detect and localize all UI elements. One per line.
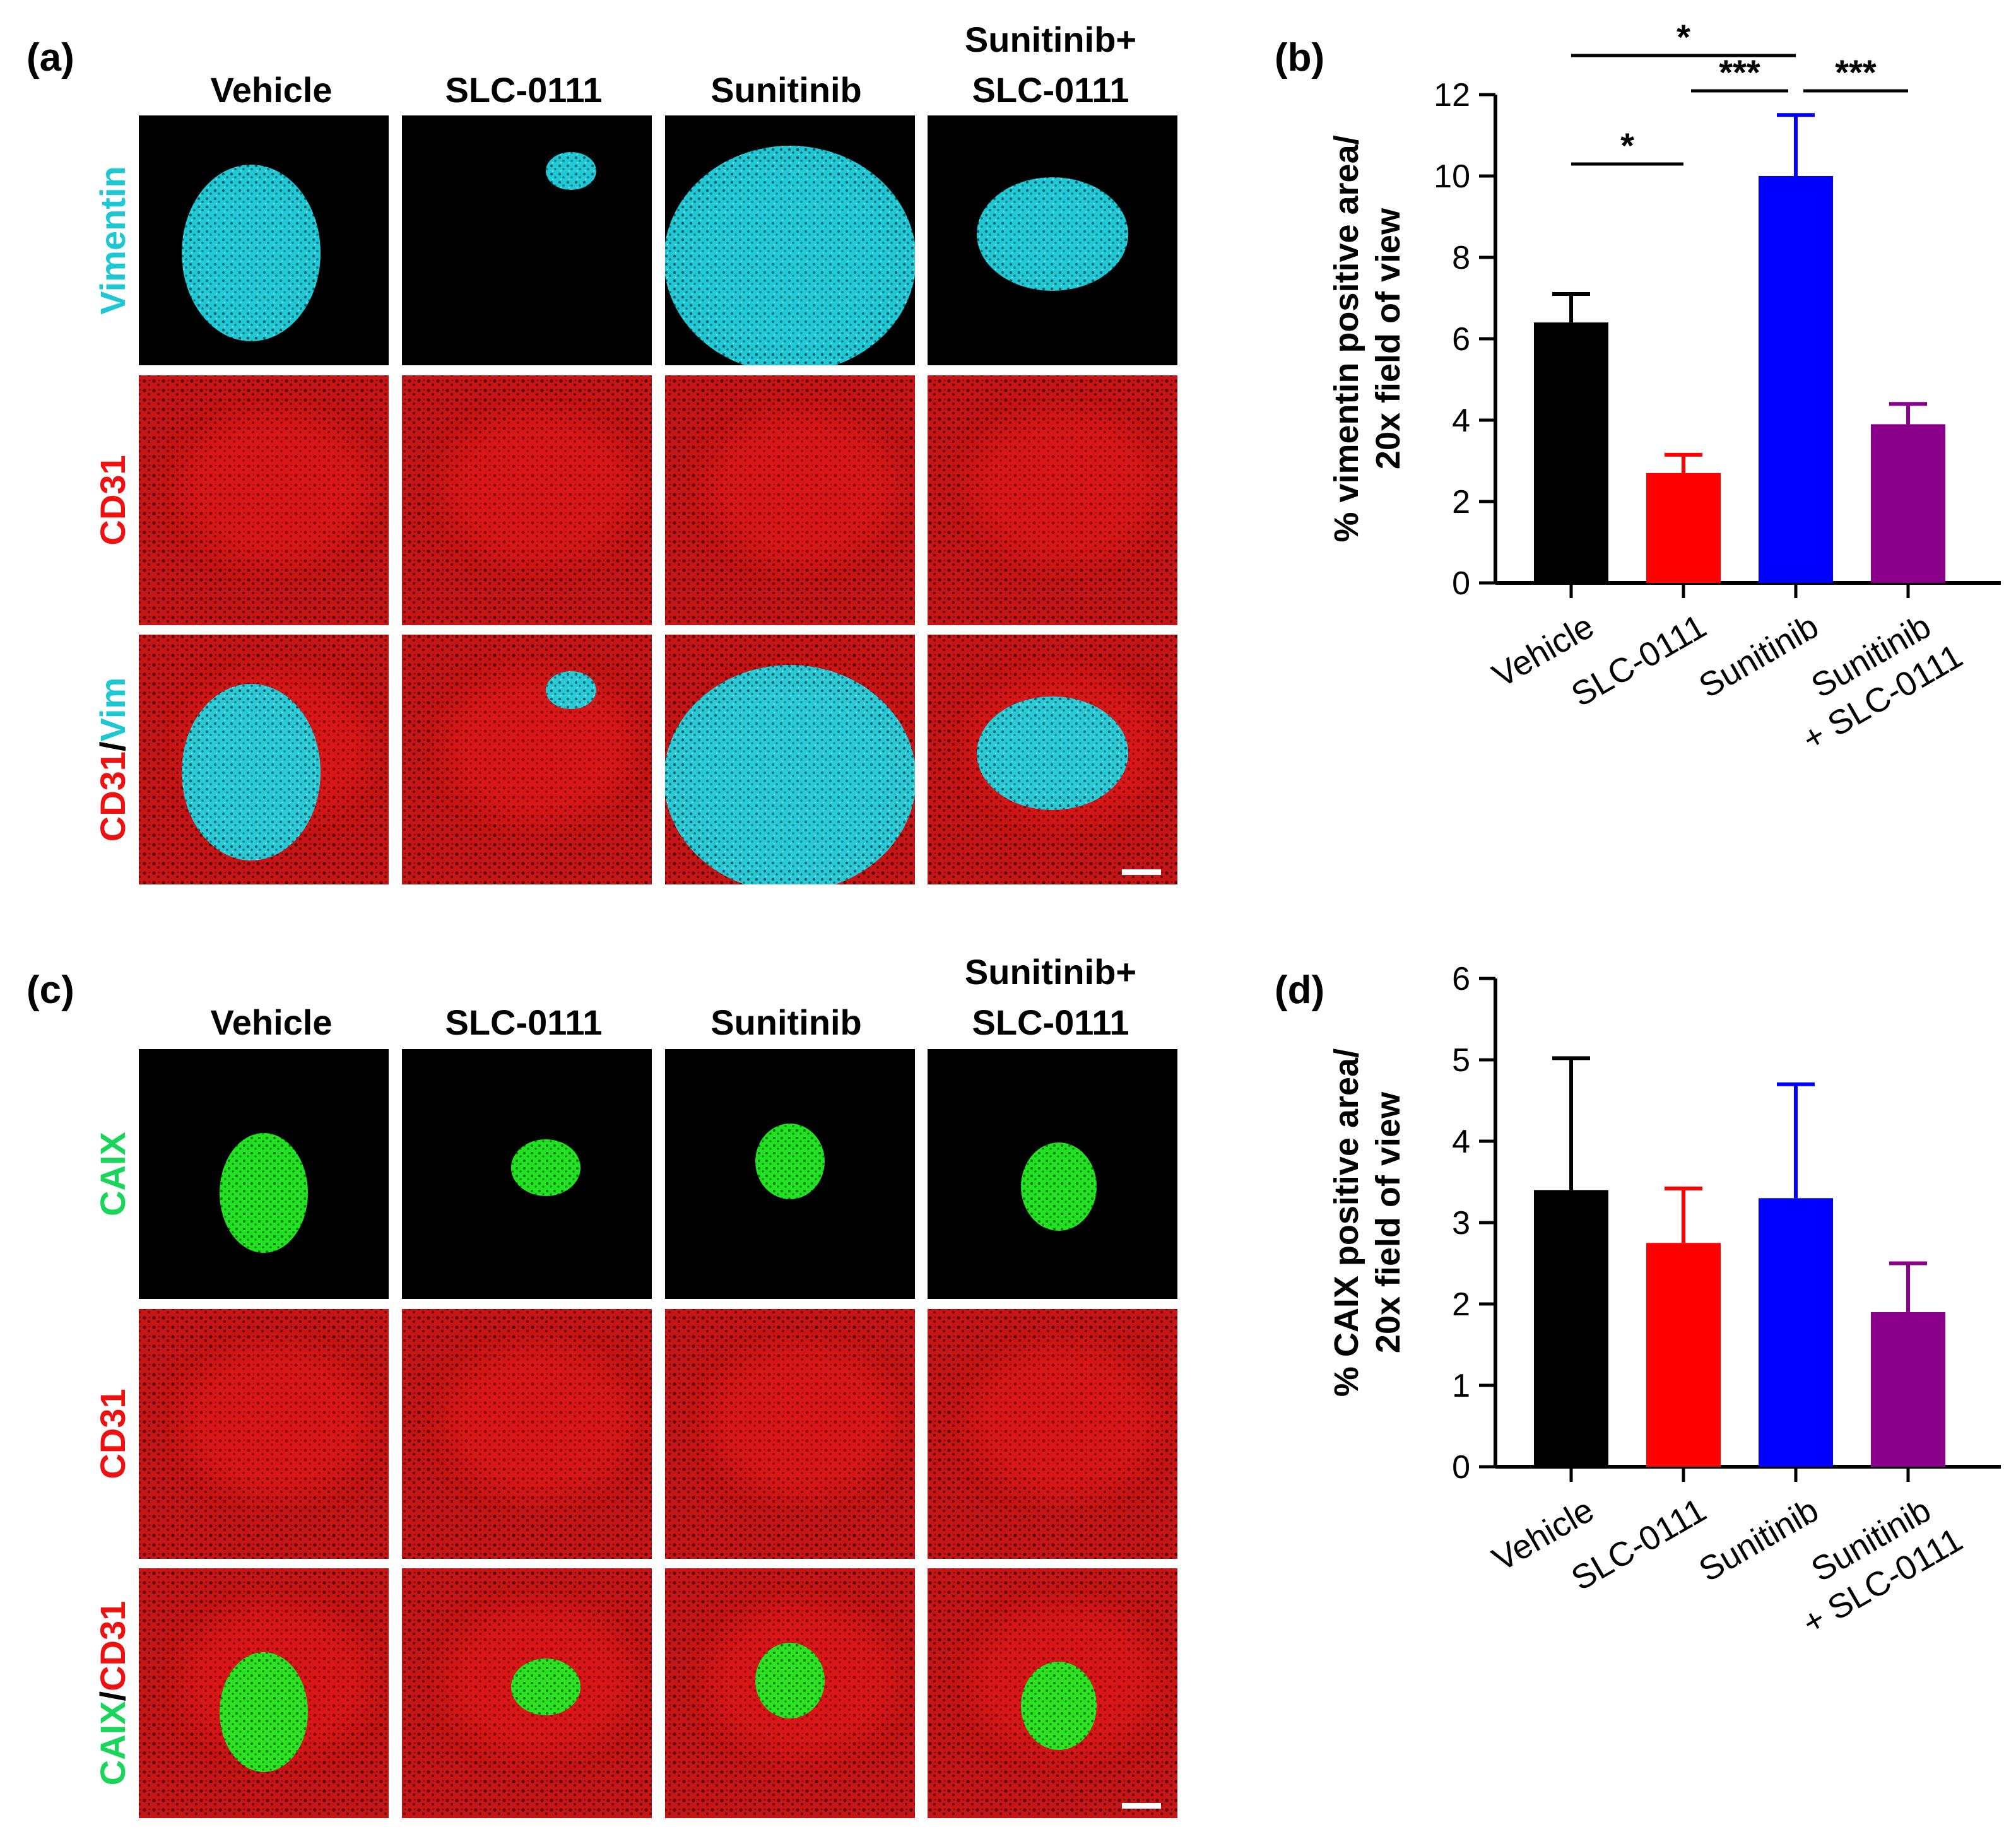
micrograph-r1-c4 [928, 115, 1177, 365]
bar [1646, 1243, 1721, 1467]
bar [1871, 1312, 1945, 1467]
panel-b-letter: (b) [1275, 36, 1324, 79]
x-tick-label: Sunitinib [1693, 607, 1825, 705]
micrograph-r1-c3 [665, 115, 915, 365]
y-tick-label: 2 [1452, 1286, 1470, 1323]
micrograph-r3-c4 [928, 1568, 1177, 1818]
panel-a-letter: (a) [27, 36, 74, 79]
significance-label: *** [1835, 52, 1877, 92]
micrograph-r3-c3 [665, 635, 915, 884]
y-axis-label: 20x field of view [1369, 208, 1407, 469]
micrograph-r1-c3 [665, 1049, 915, 1299]
panel-c-column-headers: Vehicle SLC-0111 Sunitinib Sunitinib+ SL… [210, 952, 1136, 1042]
micrograph-r3-c2 [402, 1568, 652, 1818]
micrograph-r1-c4 [928, 1049, 1177, 1299]
y-tick-label: 4 [1452, 402, 1470, 439]
micrograph-r1-c2 [402, 1049, 652, 1299]
y-tick-label: 0 [1452, 1449, 1470, 1486]
row-label-1: Vimentin [93, 166, 133, 314]
panel-c-row-labels: CAIX CD31 CAIX/CD31 [93, 1132, 133, 1785]
panel-c-header-sunitinib: Sunitinib [710, 1002, 862, 1042]
bar [1534, 322, 1608, 583]
significance-label: * [1677, 17, 1690, 57]
x-tick-label: Sunitinib [1693, 1491, 1825, 1589]
panel-c-header-vehicle: Vehicle [210, 1002, 332, 1042]
y-tick-label: 6 [1452, 961, 1470, 997]
bar [1871, 424, 1945, 583]
y-tick-label: 6 [1452, 321, 1470, 358]
panel-d-bar-chart: (d) 0123456VehicleSLC-0111SunitinibSunit… [1275, 961, 2001, 1642]
micrograph-r2-c2 [402, 375, 652, 625]
panel-a-micrographs: (a) Vehicle SLC-0111 Sunitinib Sunitinib… [27, 20, 1177, 884]
y-tick-label: 1 [1452, 1368, 1470, 1404]
y-axis-label: % CAIX positive area/ [1328, 1048, 1365, 1397]
row-label-1: CAIX [93, 1132, 133, 1216]
significance-label: * [1620, 126, 1634, 165]
panel-a-header-slc0111: SLC-0111 [445, 70, 602, 110]
panel-c-image-grid [139, 1049, 1177, 1818]
row-label-2: CD31 [93, 1389, 133, 1479]
y-tick-label: 0 [1452, 565, 1470, 602]
y-tick-label: 2 [1452, 484, 1470, 520]
micrograph-r1-c1 [139, 115, 389, 365]
bar [1534, 1190, 1608, 1467]
y-tick-label: 10 [1434, 158, 1470, 195]
panel-a-row-labels: Vimentin CD31 CD31/Vim [93, 166, 133, 842]
micrograph-r2-c3 [665, 1309, 915, 1559]
significance-label: *** [1719, 52, 1760, 92]
y-tick-label: 5 [1452, 1042, 1470, 1079]
panel-a-header-sunitinib: Sunitinib [710, 70, 862, 110]
y-axis-label: % vimentin positive area/ [1328, 135, 1365, 542]
panel-c-letter: (c) [27, 968, 74, 1012]
micrograph-r2-c2 [402, 1309, 652, 1559]
row-label-3: CAIX/CD31 [93, 1601, 133, 1786]
row-label-2: CD31 [93, 455, 133, 545]
panel-a-column-headers: Vehicle SLC-0111 Sunitinib Sunitinib+ SL… [210, 20, 1136, 110]
micrograph-r2-c1 [139, 375, 389, 625]
micrograph-r3-c2 [402, 635, 652, 884]
bar [1759, 1198, 1833, 1467]
micrograph-r1-c1 [139, 1049, 389, 1299]
panel-d-letter: (d) [1275, 968, 1324, 1012]
bar [1646, 473, 1721, 583]
micrograph-r2-c3 [665, 375, 915, 625]
y-tick-label: 3 [1452, 1205, 1470, 1242]
micrograph-r3-c3 [665, 1568, 915, 1818]
panel-a-header-combo-line1: Sunitinib+ [965, 20, 1136, 59]
micrograph-r3-c1 [139, 635, 389, 884]
panel-b-bar-chart: (b) 024681012VehicleSLC-0111SunitinibSun… [1275, 17, 2001, 758]
micrograph-r3-c1 [139, 1568, 389, 1818]
panel-c-micrographs: (c) Vehicle SLC-0111 Sunitinib Sunitinib… [27, 952, 1177, 1818]
panel-a-header-vehicle: Vehicle [210, 70, 332, 110]
micrograph-r2-c4 [928, 375, 1177, 625]
micrograph-r2-c4 [928, 1309, 1177, 1559]
y-tick-label: 4 [1452, 1124, 1470, 1160]
micrograph-r3-c4 [928, 635, 1177, 884]
panel-a-header-combo-line2: SLC-0111 [972, 70, 1129, 110]
panel-c-header-combo-line2: SLC-0111 [972, 1002, 1129, 1042]
row-label-3: CD31/Vim [93, 678, 133, 842]
y-tick-label: 8 [1452, 240, 1470, 276]
y-tick-label: 12 [1434, 77, 1470, 114]
micrograph-r1-c2 [402, 115, 652, 365]
panel-c-header-combo-line1: Sunitinib+ [965, 952, 1136, 992]
bar [1759, 176, 1833, 583]
scale-bar [1122, 869, 1161, 875]
micrograph-r2-c1 [139, 1309, 389, 1559]
panel-c-header-slc0111: SLC-0111 [445, 1002, 602, 1042]
scale-bar [1122, 1803, 1161, 1809]
panel-a-image-grid [139, 115, 1177, 884]
y-axis-label: 20x field of view [1369, 1091, 1407, 1353]
